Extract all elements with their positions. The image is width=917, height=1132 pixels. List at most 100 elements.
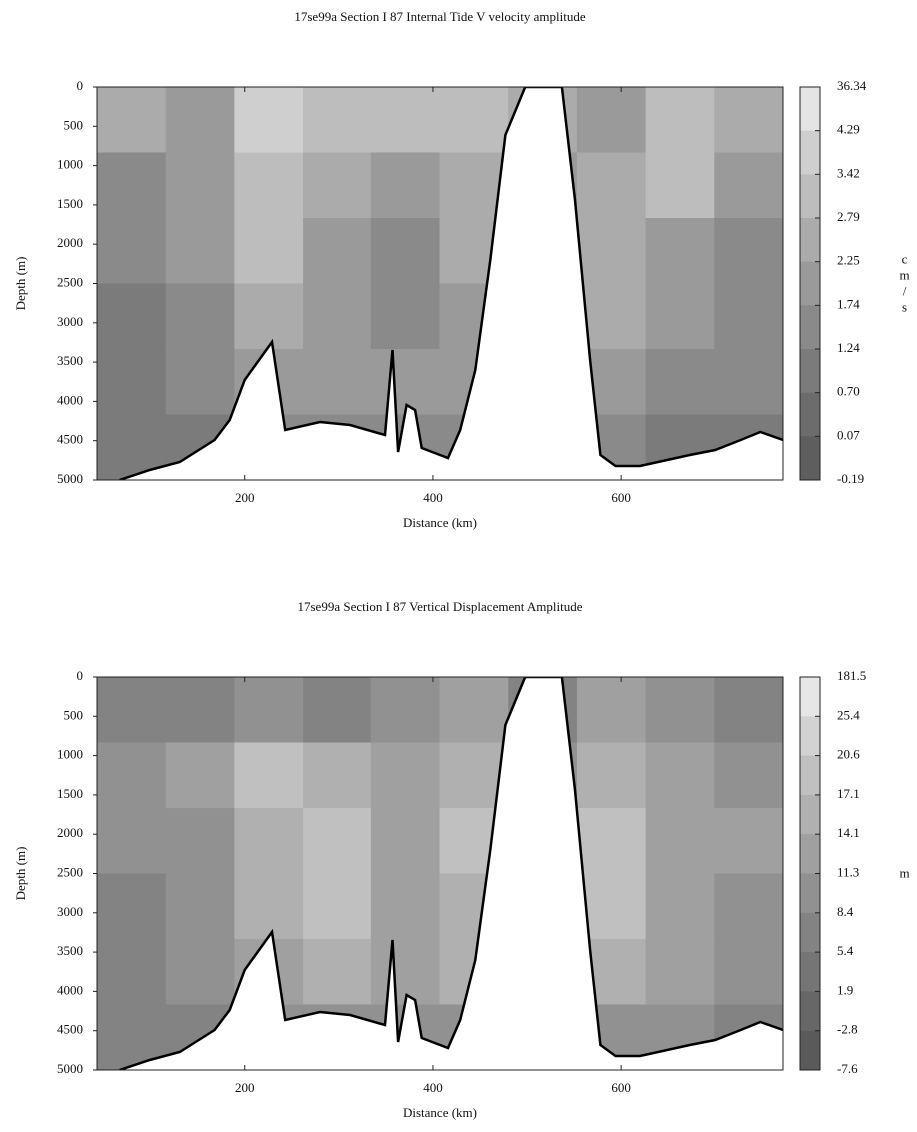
heat-cell <box>165 808 235 874</box>
seafloor <box>97 87 783 480</box>
chart-title: 17se99a Section I 87 Vertical Displaceme… <box>298 599 583 614</box>
colorbar-segment <box>800 261 820 306</box>
colorbar-frame <box>799 86 821 481</box>
colorbar-label: 11.3 <box>837 864 859 879</box>
heat-cell <box>714 348 783 416</box>
colorbar-label: -2.8 <box>837 1022 858 1037</box>
colorbar-label: -0.19 <box>837 471 864 486</box>
heat-cell <box>303 742 372 809</box>
heat-cell <box>714 808 783 874</box>
colorbar-label: 0.70 <box>837 384 860 399</box>
y-tick-label: 2500 <box>57 274 83 289</box>
heat-cell <box>645 742 715 809</box>
colorbar-segment <box>800 87 820 132</box>
colorbar-segment <box>800 305 820 350</box>
bathymetry-line <box>119 87 783 480</box>
heat-cell <box>645 938 715 1006</box>
colorbar-label: 14.1 <box>837 825 860 840</box>
heat-cell <box>303 218 372 284</box>
heat-cell <box>165 677 235 743</box>
heat-cell <box>576 742 647 809</box>
colorbar-segment <box>800 174 820 219</box>
colorbar-unit: cm/s <box>897 252 912 316</box>
colorbar-label: 2.79 <box>837 209 860 224</box>
colorbar-label: 3.42 <box>837 165 860 180</box>
heat-cell <box>370 218 441 284</box>
heat-cell <box>370 938 441 1006</box>
heat-cell <box>714 152 783 219</box>
heat-cell <box>165 283 235 350</box>
y-axis-label: Depth (m) <box>13 257 28 311</box>
colorbar-segment <box>800 873 820 914</box>
colorbar-label: 1.24 <box>837 340 860 355</box>
heat-cell <box>303 677 372 743</box>
x-tick-label: 600 <box>611 1080 631 1095</box>
colorbar-segment <box>800 952 820 992</box>
colorbar-segment <box>800 834 820 874</box>
heat-cell <box>303 873 372 940</box>
colorbar-segment <box>800 1030 820 1071</box>
colorbar-label: 20.6 <box>837 747 860 762</box>
y-tick-label: 1000 <box>57 747 83 762</box>
heat-cell <box>370 873 441 940</box>
y-tick-label: 1500 <box>57 196 83 211</box>
heat-cell <box>576 218 647 284</box>
x-axis-label: Distance (km) <box>403 515 477 530</box>
heat-cell <box>234 87 304 153</box>
heat-cell <box>714 218 783 284</box>
heat-cell <box>714 742 783 809</box>
heat-cell <box>645 283 715 350</box>
heat-cell <box>165 873 235 940</box>
heat-cell <box>97 218 167 284</box>
y-tick-label: 2000 <box>57 235 83 250</box>
x-tick-label: 200 <box>235 1080 255 1095</box>
colorbar-label: 8.4 <box>837 904 854 919</box>
colorbar-segment <box>800 130 820 175</box>
heat-cell <box>97 873 167 940</box>
colorbar-segment <box>800 677 820 717</box>
heat-cell <box>165 87 235 153</box>
heat-cell <box>234 283 304 350</box>
colorbar-segment <box>800 755 820 796</box>
y-tick-label: 3500 <box>57 943 83 958</box>
heat-cell <box>303 283 372 350</box>
heat-cell <box>234 218 304 284</box>
heat-cell <box>714 873 783 940</box>
heat-cell <box>714 938 783 1006</box>
colorbar-segment <box>800 349 820 394</box>
heat-cell <box>165 742 235 809</box>
colorbar-label: 25.4 <box>837 707 860 722</box>
colorbar-label: 0.07 <box>837 427 860 442</box>
heat-cell <box>165 938 235 1006</box>
y-tick-label: 2000 <box>57 825 83 840</box>
heat-cell <box>303 348 372 416</box>
y-tick-label: 1000 <box>57 157 83 172</box>
colorbar-label: 5.4 <box>837 943 854 958</box>
heat-cell <box>303 938 372 1006</box>
heat-cell <box>97 87 167 153</box>
heat-cell <box>370 348 441 416</box>
heat-cell <box>645 348 715 416</box>
y-tick-label: 4500 <box>57 432 83 447</box>
y-tick-label: 4000 <box>57 392 83 407</box>
colorbar-segment <box>800 716 820 757</box>
y-tick-label: 500 <box>64 117 84 132</box>
heat-cell <box>576 677 647 743</box>
heat-cell <box>97 348 167 416</box>
heat-cell <box>645 873 715 940</box>
x-axis-label: Distance (km) <box>403 1105 477 1120</box>
y-tick-label: 0 <box>77 668 84 683</box>
heat-cell <box>370 152 441 219</box>
heat-cell <box>234 152 304 219</box>
heat-cell <box>714 87 783 153</box>
colorbar-label: 36.34 <box>837 78 867 93</box>
heat-cell <box>645 808 715 874</box>
colorbar-segment <box>800 991 820 1032</box>
colorbar-label: 2.25 <box>837 253 860 268</box>
x-tick-label: 400 <box>423 490 443 505</box>
y-tick-label: 4500 <box>57 1022 83 1037</box>
heat-cell <box>234 677 304 743</box>
heat-cell <box>234 873 304 940</box>
heat-cell <box>370 87 441 153</box>
